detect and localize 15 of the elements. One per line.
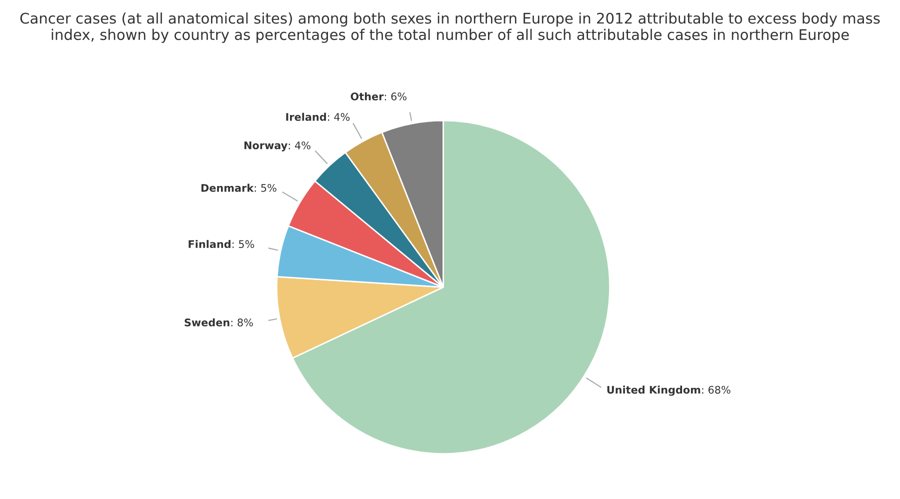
slice-label: Denmark bbox=[201, 184, 254, 192]
slice-label: Finland bbox=[188, 240, 230, 248]
slice-label: Norway bbox=[244, 142, 288, 152]
data-label: : 4% bbox=[328, 112, 350, 121]
slice-label: Sweden bbox=[184, 318, 230, 326]
data-label: : 4% bbox=[288, 141, 310, 150]
data-label: : 5% bbox=[254, 184, 276, 192]
slice-label: Other bbox=[350, 92, 384, 100]
data-label: : 68% bbox=[702, 386, 730, 394]
slice-label: United Kingdom bbox=[607, 386, 700, 396]
data-label: : 6% bbox=[384, 92, 406, 100]
data-label: : 8% bbox=[231, 318, 253, 326]
data-label: : 5% bbox=[232, 240, 254, 248]
chart-title: Cancer cases (at all anatomical sites) among both sexes in northern Europe in 2012 attributable to excess body mass index, shown by country as percentages of the total number of all such attributable cases in northern Europe bbox=[20, 12, 880, 43]
slice-label: Ireland bbox=[286, 112, 326, 121]
